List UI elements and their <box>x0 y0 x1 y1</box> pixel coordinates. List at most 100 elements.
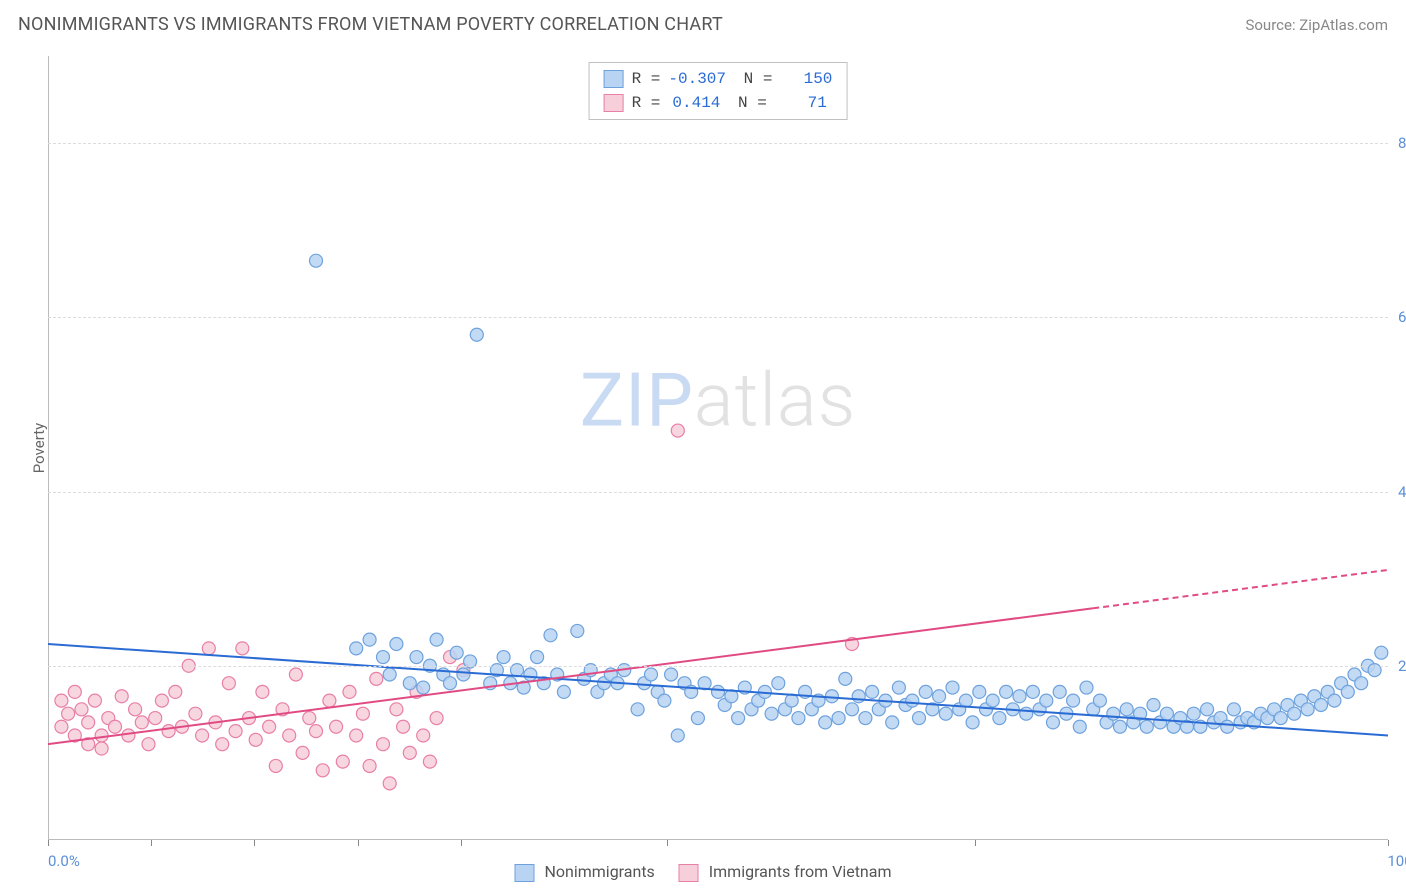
data-point <box>832 712 845 725</box>
data-point <box>631 703 644 716</box>
data-point <box>370 672 383 685</box>
data-point <box>122 729 135 742</box>
data-point <box>1020 707 1033 720</box>
data-point <box>310 254 323 267</box>
data-point <box>993 712 1006 725</box>
data-point <box>363 633 376 646</box>
stats-n-value-1: 150 <box>780 67 832 91</box>
data-point <box>377 738 390 751</box>
data-point <box>497 651 510 664</box>
data-point <box>691 712 704 725</box>
data-point <box>1047 716 1060 729</box>
data-point <box>95 742 108 755</box>
data-point <box>892 681 905 694</box>
data-point <box>283 729 296 742</box>
x-tick-mark <box>48 840 49 846</box>
legend-label-1: Nonimmigrants <box>544 862 654 881</box>
data-point <box>1013 690 1026 703</box>
data-point <box>671 424 684 437</box>
data-point <box>1120 703 1133 716</box>
data-point <box>1040 694 1053 707</box>
data-point <box>645 668 658 681</box>
data-point <box>269 759 282 772</box>
data-point <box>390 703 403 716</box>
data-point <box>55 720 68 733</box>
data-point <box>316 764 329 777</box>
data-point <box>55 694 68 707</box>
data-point <box>417 681 430 694</box>
data-point <box>390 638 403 651</box>
data-point <box>310 725 323 738</box>
data-point <box>1341 685 1354 698</box>
stats-r-value-2: 0.414 <box>668 91 720 115</box>
data-point <box>249 733 262 746</box>
data-point <box>772 677 785 690</box>
x-tick-mark <box>975 840 976 846</box>
data-point <box>1201 703 1214 716</box>
stats-row-1: R = -0.307 N = 150 <box>604 67 833 91</box>
y-tick-label: 40.0% <box>1398 483 1406 501</box>
data-point <box>323 694 336 707</box>
data-point <box>1140 720 1153 733</box>
data-point <box>383 668 396 681</box>
data-point <box>544 629 557 642</box>
data-point <box>1160 707 1173 720</box>
data-point <box>162 725 175 738</box>
data-point <box>68 685 81 698</box>
data-point <box>109 720 122 733</box>
chart-title: NONIMMIGRANTS VS IMMIGRANTS FROM VIETNAM… <box>18 14 723 35</box>
data-point <box>202 642 215 655</box>
data-point <box>457 668 470 681</box>
gridline <box>48 492 1388 493</box>
data-point <box>417 729 430 742</box>
x-tick-mark <box>151 840 152 846</box>
data-point <box>846 703 859 716</box>
y-tick-label: 80.0% <box>1398 134 1406 152</box>
stats-row-2: R = 0.414 N = 71 <box>604 91 833 115</box>
legend-swatch-2 <box>679 864 699 882</box>
x-tick-mark <box>667 840 668 846</box>
data-point <box>1093 694 1106 707</box>
data-point <box>135 716 148 729</box>
data-point <box>403 746 416 759</box>
x-tick-mark <box>254 840 255 846</box>
x-tick-mark <box>358 840 359 846</box>
data-point <box>919 685 932 698</box>
data-point <box>531 651 544 664</box>
gridline <box>48 666 1388 667</box>
legend-swatch-1 <box>515 864 535 882</box>
stats-swatch-1 <box>604 70 624 88</box>
data-point <box>765 707 778 720</box>
data-point <box>1114 720 1127 733</box>
data-point <box>1375 646 1388 659</box>
x-tick-mark <box>1388 840 1389 846</box>
trendline-dashed <box>1093 570 1388 608</box>
data-point <box>792 712 805 725</box>
data-point <box>1221 720 1234 733</box>
data-point <box>403 677 416 690</box>
data-point <box>973 685 986 698</box>
data-point <box>256 685 269 698</box>
data-point <box>1355 677 1368 690</box>
y-axis-label: Poverty <box>30 423 48 473</box>
data-point <box>189 707 202 720</box>
data-point <box>363 759 376 772</box>
stats-r-label: R = <box>632 91 661 115</box>
data-point <box>913 712 926 725</box>
legend: Nonimmigrants Immigrants from Vietnam <box>515 862 892 882</box>
data-point <box>303 712 316 725</box>
stats-r-label: R = <box>632 67 661 91</box>
data-point <box>289 668 302 681</box>
data-point <box>966 716 979 729</box>
data-point <box>1301 703 1314 716</box>
stats-n-value-2: 71 <box>775 91 827 115</box>
data-point <box>886 716 899 729</box>
data-point <box>1053 685 1066 698</box>
data-point <box>1026 685 1039 698</box>
data-point <box>430 712 443 725</box>
data-point <box>229 725 242 738</box>
data-point <box>959 694 972 707</box>
legend-label-2: Immigrants from Vietnam <box>709 862 892 881</box>
data-point <box>524 668 537 681</box>
data-point <box>142 738 155 751</box>
